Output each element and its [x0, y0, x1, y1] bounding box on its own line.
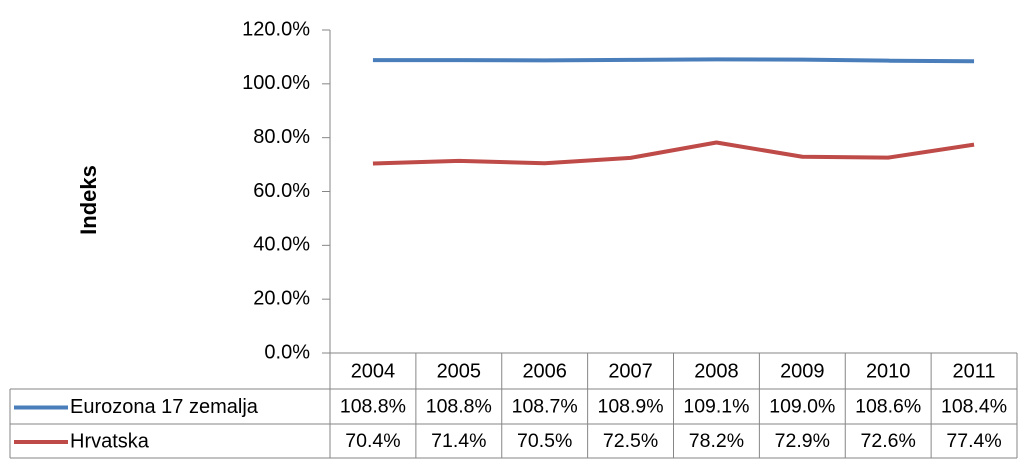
data-label: 70.5% — [517, 430, 572, 452]
y-tick-label: 100.0% — [242, 72, 310, 94]
x-tick-label: 2011 — [953, 360, 996, 382]
y-tick-label: 80.0% — [253, 126, 310, 148]
data-label: 108.8% — [426, 396, 492, 418]
x-tick-label: 2005 — [437, 360, 482, 382]
data-label: 72.9% — [775, 430, 830, 452]
data-label: 72.6% — [861, 430, 916, 452]
x-tick-label: 2009 — [780, 360, 825, 382]
y-axis-label: Indeks — [76, 165, 101, 235]
data-label: 70.4% — [345, 430, 400, 452]
legend-label: Hrvatska — [70, 430, 150, 452]
x-tick-label: 2004 — [351, 360, 396, 382]
y-tick-label: 120.0% — [242, 18, 310, 40]
data-label: 109.1% — [683, 396, 749, 418]
data-label: 77.4% — [946, 430, 1001, 452]
line-series — [372, 140, 975, 166]
data-label: 108.6% — [855, 396, 921, 418]
data-label: 72.5% — [603, 430, 658, 452]
x-tick-label: 2007 — [608, 360, 653, 382]
data-label: 71.4% — [431, 430, 486, 452]
data-label: 108.4% — [941, 396, 1007, 418]
data-label: 108.8% — [340, 396, 406, 418]
data-label: 108.9% — [597, 396, 663, 418]
data-label: 109.0% — [769, 396, 835, 418]
line-series — [372, 57, 975, 64]
y-tick-label: 20.0% — [253, 287, 310, 309]
legend-label: Eurozona 17 zemalja — [70, 396, 259, 418]
y-tick-label: 40.0% — [253, 234, 310, 256]
x-tick-label: 2010 — [866, 360, 911, 382]
x-tick-label: 2008 — [694, 360, 739, 382]
x-tick-label: 2006 — [522, 360, 567, 382]
y-tick-label: 0.0% — [264, 341, 310, 363]
y-tick-label: 60.0% — [253, 180, 310, 202]
data-label: 78.2% — [689, 430, 744, 452]
data-label: 108.7% — [512, 396, 578, 418]
